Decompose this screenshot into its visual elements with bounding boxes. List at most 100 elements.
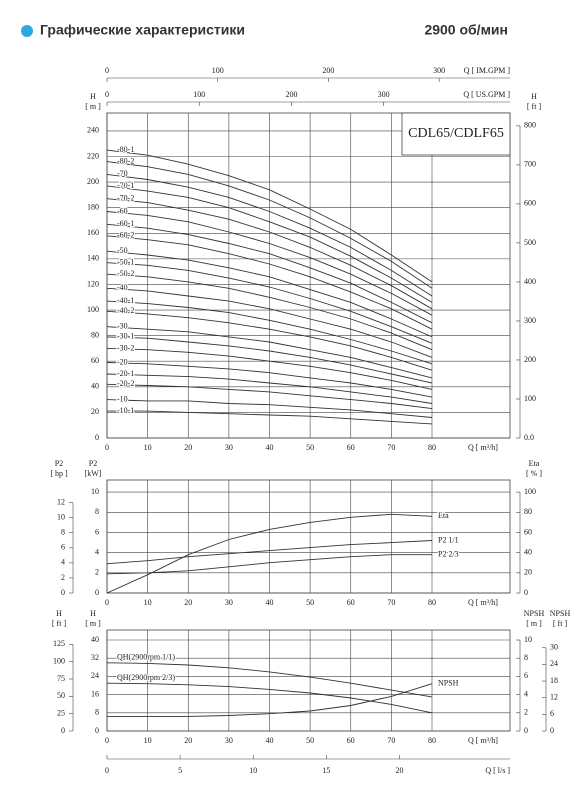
y-axis-unit: [ m ] [85, 619, 101, 628]
curve [106, 399, 433, 418]
curve [106, 149, 433, 283]
curve [106, 513, 433, 594]
curve [106, 362, 433, 398]
series-label: -80-1 [117, 145, 134, 154]
y-tick-label: 100 [524, 487, 536, 496]
y-tick-label: 220 [87, 151, 99, 160]
x-axis-label: Q [ m³/h] [468, 443, 498, 452]
series-label: -60 [117, 206, 128, 215]
y-tick-label: 0 [61, 588, 65, 597]
curve [106, 383, 433, 410]
series-label: -50-1 [117, 258, 134, 267]
curve [106, 262, 433, 344]
speed: 2900 об/мин [424, 22, 508, 38]
y-tick-label: 140 [87, 254, 99, 263]
series-label: -60-2 [117, 231, 134, 240]
curve [106, 373, 433, 404]
series-label: -30-1 [117, 332, 134, 341]
y-tick-label: 40 [524, 547, 532, 556]
y-tick-label: 6 [550, 709, 554, 718]
series-label: -70 [117, 169, 128, 178]
y-tick-label: 12 [550, 693, 558, 702]
series-label: -60-1 [117, 219, 134, 228]
x-tick-label: 30 [225, 443, 233, 452]
y-tick-label: 125 [53, 639, 65, 648]
y-axis-name: NPSH [550, 609, 571, 618]
curve [106, 662, 433, 698]
y-tick-label: 6 [524, 671, 528, 680]
y-tick-label: 12 [57, 497, 65, 506]
x-axis-label: Q [ m³/h] [468, 736, 498, 745]
curve [106, 554, 432, 575]
x-tick-label: 50 [306, 598, 314, 607]
y-tick-label: 20 [524, 568, 532, 577]
curve [107, 683, 433, 717]
curve [106, 287, 433, 358]
y-axis-unit: [ ft ] [553, 619, 568, 628]
y-tick-label: 160 [87, 228, 99, 237]
series-label: P2 2/3 [438, 549, 459, 558]
y-tick-label: 600 [524, 199, 536, 208]
y-axis-name: Eta [529, 459, 540, 468]
y-tick-label: 700 [524, 160, 536, 169]
y-tick-label: 16 [91, 689, 99, 698]
y-tick-label: 8 [524, 653, 528, 662]
y-tick-label: 500 [524, 238, 536, 247]
curve [106, 173, 433, 297]
x-axis-label: Q [ US.GPM ] [463, 90, 510, 99]
x-tick-label: 40 [266, 598, 274, 607]
y-tick-label: 30 [550, 643, 558, 652]
y-tick-label: 75 [57, 674, 65, 683]
y-tick-label: 10 [57, 512, 65, 521]
y-tick-label: 240 [87, 126, 99, 135]
x-tick-label: 10 [144, 736, 152, 745]
y-tick-label: 8 [95, 507, 99, 516]
y-tick-label: 25 [57, 708, 65, 717]
x-tick-label: 200 [322, 66, 334, 75]
y-tick-label: 40 [91, 382, 99, 391]
x-tick-label: 300 [433, 66, 445, 75]
x-tick-label: 0 [105, 766, 109, 775]
x-tick-label: 40 [266, 736, 274, 745]
y-tick-label: 0 [95, 433, 99, 442]
series-label: -20 [117, 357, 128, 366]
curve [106, 223, 433, 324]
y-tick-label: 400 [524, 277, 536, 286]
y-tick-label: 4 [524, 689, 528, 698]
y-tick-label: 4 [95, 547, 99, 556]
x-tick-label: 10 [144, 598, 152, 607]
x-tick-label: 30 [225, 598, 233, 607]
series-label: -40 [117, 283, 128, 292]
series-label: -70-2 [117, 194, 134, 203]
y-tick-label: 0 [524, 588, 528, 597]
x-tick-label: 70 [387, 443, 395, 452]
x-tick-label: 70 [387, 598, 395, 607]
x-tick-label: 50 [306, 736, 314, 745]
series-label: -80-2 [117, 156, 134, 165]
series-label: -10 [117, 394, 128, 403]
series-label: QH(2900rpm 2/3) [117, 673, 175, 682]
y-axis-unit: [kW] [85, 469, 102, 478]
y-tick-label: 32 [91, 653, 99, 662]
page-title: Графические характеристики [40, 22, 245, 38]
y-tick-label: 60 [524, 527, 532, 536]
curve [106, 300, 433, 365]
series-label: -50 [117, 246, 128, 255]
curve [106, 198, 433, 310]
curve [106, 235, 433, 330]
x-tick-label: 80 [428, 736, 436, 745]
y-tick-label: 200 [87, 177, 99, 186]
y-axis-unit: [ hp ] [50, 469, 68, 478]
x-tick-label: 200 [285, 90, 297, 99]
y-tick-label: 120 [87, 279, 99, 288]
series-label: -30 [117, 322, 128, 331]
x-tick-label: 60 [347, 598, 355, 607]
x-tick-label: 20 [395, 766, 403, 775]
y-tick-label: 100 [87, 305, 99, 314]
y-tick-label: 2 [61, 573, 65, 582]
series-label: NPSH [438, 679, 459, 688]
y-axis-name: H [90, 609, 96, 618]
x-tick-label: 60 [347, 443, 355, 452]
y-tick-label: 300 [524, 316, 536, 325]
x-tick-label: 80 [428, 443, 436, 452]
